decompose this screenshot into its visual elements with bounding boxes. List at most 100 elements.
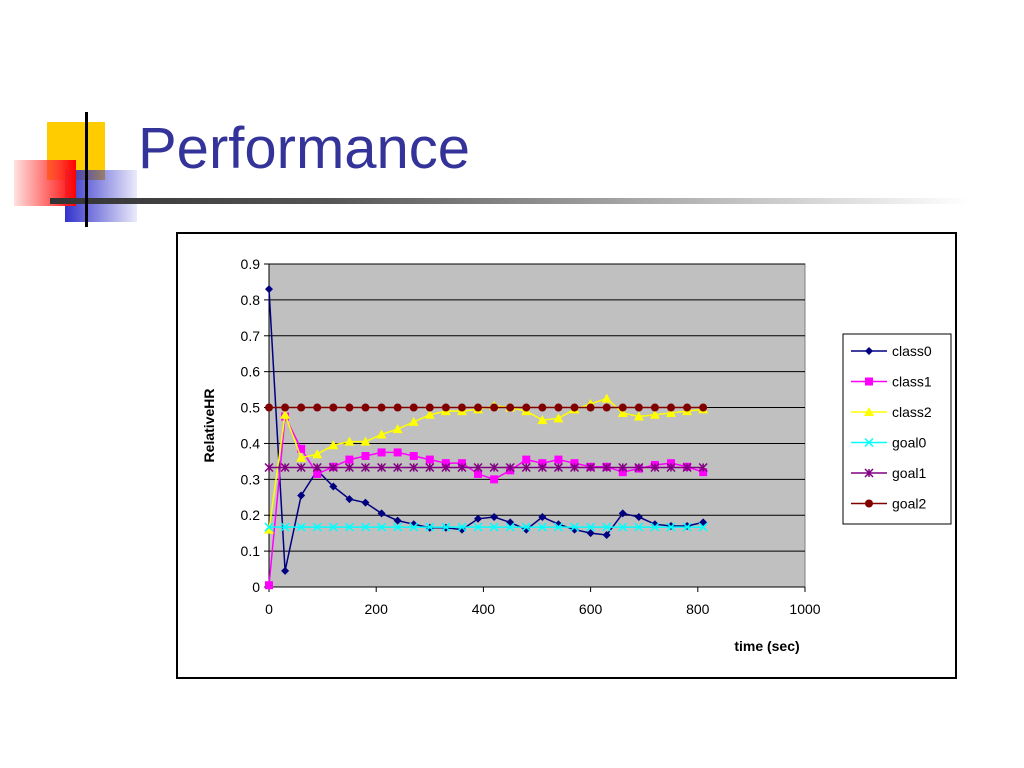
data-point-class1 [474, 469, 483, 478]
data-point-goal0 [553, 522, 563, 532]
data-point-goal0 [618, 522, 628, 532]
data-point-goal2 [586, 403, 595, 412]
data-point-goal2 [490, 403, 499, 412]
title-decoration [14, 112, 970, 227]
data-point-class1 [538, 459, 547, 468]
data-point-goal0 [264, 522, 274, 532]
y-tick-label: 0.4 [241, 435, 261, 451]
data-point-goal0 [537, 522, 547, 532]
data-point-class0 [683, 521, 692, 530]
y-tick-label: 0.5 [241, 400, 261, 416]
data-point-class0 [586, 529, 595, 538]
y-tick-label: 0.6 [241, 364, 261, 380]
data-point-class2 [537, 415, 548, 425]
line-chart: 0 0.1 0.2 0.3 0.4 0.5 0.6 0.7 0.8 0.9 0 200 400 600 80… [201, 256, 952, 654]
legend-label-class0: class0 [892, 343, 932, 359]
data-point-class2 [344, 436, 355, 446]
data-point-class0 [618, 509, 627, 518]
data-point-class1 [313, 469, 322, 478]
data-point-class0 [490, 513, 499, 522]
data-point-goal2 [441, 403, 450, 412]
data-point-class1 [570, 459, 579, 468]
data-point-goal2 [409, 403, 418, 412]
x-tick-label: 400 [472, 601, 496, 617]
data-point-goal1 [569, 462, 580, 473]
data-point-goal0 [602, 522, 612, 532]
x-tick-label: 1000 [789, 601, 820, 617]
data-point-goal0 [521, 522, 531, 532]
data-point-class1 [441, 459, 450, 468]
page-title: Performance [138, 116, 471, 181]
data-point-goal1 [634, 462, 644, 473]
data-point-goal1 [473, 462, 483, 473]
data-point-goal0 [666, 522, 676, 532]
data-point-goal2 [570, 403, 579, 412]
legend-label-class2: class2 [892, 404, 932, 420]
y-tick-label: 0.8 [241, 292, 261, 308]
data-point-goal0 [393, 522, 403, 532]
data-point-goal1 [457, 462, 467, 473]
x-axis-label: time (sec) [734, 638, 799, 654]
data-point-class1 [522, 455, 531, 464]
data-point-goal2 [313, 403, 322, 412]
y-tick-label: 0.7 [241, 328, 261, 344]
data-point-class1 [554, 455, 563, 464]
data-point-goal0 [473, 522, 483, 532]
data-point-class0 [667, 521, 675, 530]
x-tick-label: 200 [365, 601, 389, 617]
data-point-goal0 [586, 522, 596, 532]
data-point-goal1 [409, 462, 419, 473]
data-point-class0 [377, 509, 386, 518]
data-point-goal2 [538, 403, 547, 412]
data-point-goal0 [360, 522, 371, 532]
data-point-goal2 [361, 403, 370, 412]
data-point-goal2 [393, 403, 402, 412]
data-point-class1 [457, 459, 466, 468]
data-point-class2 [296, 452, 307, 462]
legend-marker-goal2 [865, 499, 873, 508]
data-point-goal1 [618, 462, 628, 473]
data-point-goal0 [344, 522, 354, 532]
data-point-goal1 [586, 462, 596, 473]
data-point-goal1 [264, 462, 274, 473]
data-point-goal1 [393, 462, 403, 473]
data-point-goal2 [618, 403, 627, 412]
plot-area [268, 263, 806, 588]
title-rule [50, 198, 970, 204]
legend-label-goal0: goal0 [892, 435, 926, 451]
data-point-class0 [281, 566, 290, 575]
data-point-goal1 [521, 462, 531, 473]
data-point-goal1 [360, 462, 371, 473]
data-point-goal1 [682, 462, 692, 473]
legend [842, 333, 952, 525]
data-point-goal1 [280, 462, 290, 473]
series-goal0 [264, 522, 708, 532]
data-point-goal0 [409, 522, 419, 532]
data-point-goal2 [265, 403, 273, 412]
legend-label-class1: class1 [892, 374, 932, 390]
data-point-goal2 [699, 403, 708, 412]
data-point-goal2 [377, 403, 386, 412]
data-point-goal0 [441, 522, 451, 532]
y-tick-label: 0.2 [241, 507, 261, 523]
data-point-class0 [602, 530, 611, 539]
data-point-class0 [265, 285, 273, 294]
data-point-goal0 [425, 522, 435, 532]
data-point-goal1 [344, 462, 354, 473]
data-point-goal1 [650, 462, 660, 473]
data-point-goal0 [650, 522, 660, 532]
data-point-goal0 [312, 522, 322, 532]
data-point-goal0 [569, 522, 580, 532]
data-point-class1 [490, 475, 499, 484]
series-line-class1 [268, 413, 704, 586]
series-goal1 [264, 462, 708, 473]
y-tick-label: 0.9 [241, 256, 261, 272]
data-point-goal2 [667, 403, 675, 412]
data-point-class1 [393, 448, 402, 457]
data-point-class0 [393, 516, 402, 525]
data-point-goal1 [553, 462, 563, 473]
y-tick-label: 0 [252, 579, 260, 595]
data-point-class2 [328, 440, 339, 450]
data-point-class1 [699, 468, 708, 477]
data-point-class0 [554, 520, 563, 529]
